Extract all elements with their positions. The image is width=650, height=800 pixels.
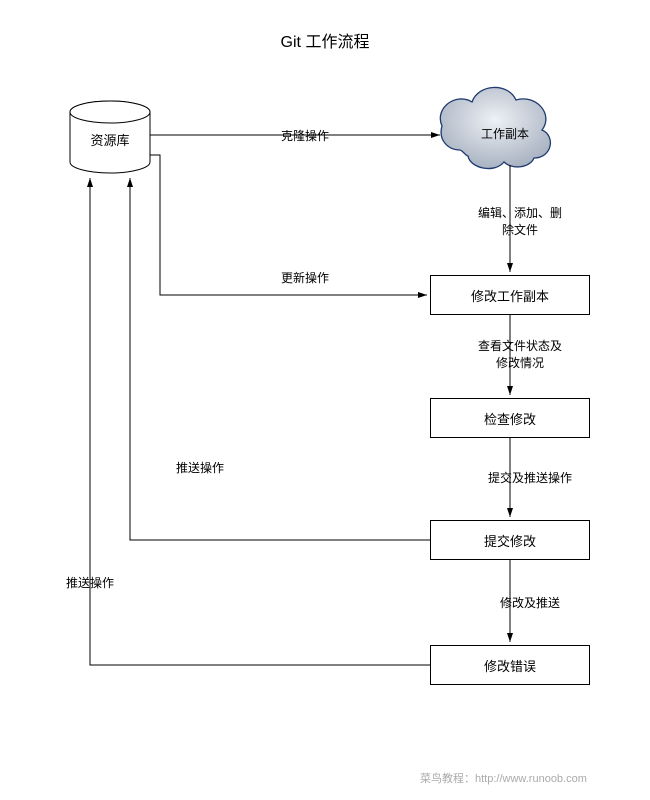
footer-credit: 菜鸟教程：http://www.runoob.com [420, 770, 587, 786]
diagram-title: Git 工作流程 [0, 28, 650, 52]
edge-label-edit: 编辑、添加、删除文件 [470, 205, 570, 239]
node-wc-icon [440, 87, 550, 168]
edge-label-commitpush: 提交及推送操作 [475, 470, 585, 487]
node-check: 检查修改 [430, 398, 590, 438]
edge-label-fixpush: 修改及推送 [480, 595, 580, 612]
node-commit-label: 提交修改 [484, 531, 536, 550]
node-fixbug: 修改错误 [430, 645, 590, 685]
edge-label-pushop2: 推送操作 [60, 575, 120, 592]
edge-pushop1 [130, 178, 430, 540]
node-repo-icon [70, 101, 150, 173]
node-fixbug-label: 修改错误 [484, 656, 536, 675]
node-repo-label: 资源库 [90, 133, 129, 148]
edge-label-clone: 克隆操作 [275, 128, 335, 145]
edge-label-pushop1: 推送操作 [170, 460, 230, 477]
edge-label-update: 更新操作 [275, 270, 335, 287]
node-wc-label: 工作副本 [481, 127, 529, 141]
node-check-label: 检查修改 [484, 409, 536, 428]
node-modify-label: 修改工作副本 [471, 286, 549, 305]
edge-pushop2 [90, 178, 430, 665]
edge-label-status: 查看文件状态及修改情况 [470, 338, 570, 372]
node-commit: 提交修改 [430, 520, 590, 560]
node-modify: 修改工作副本 [430, 275, 590, 315]
